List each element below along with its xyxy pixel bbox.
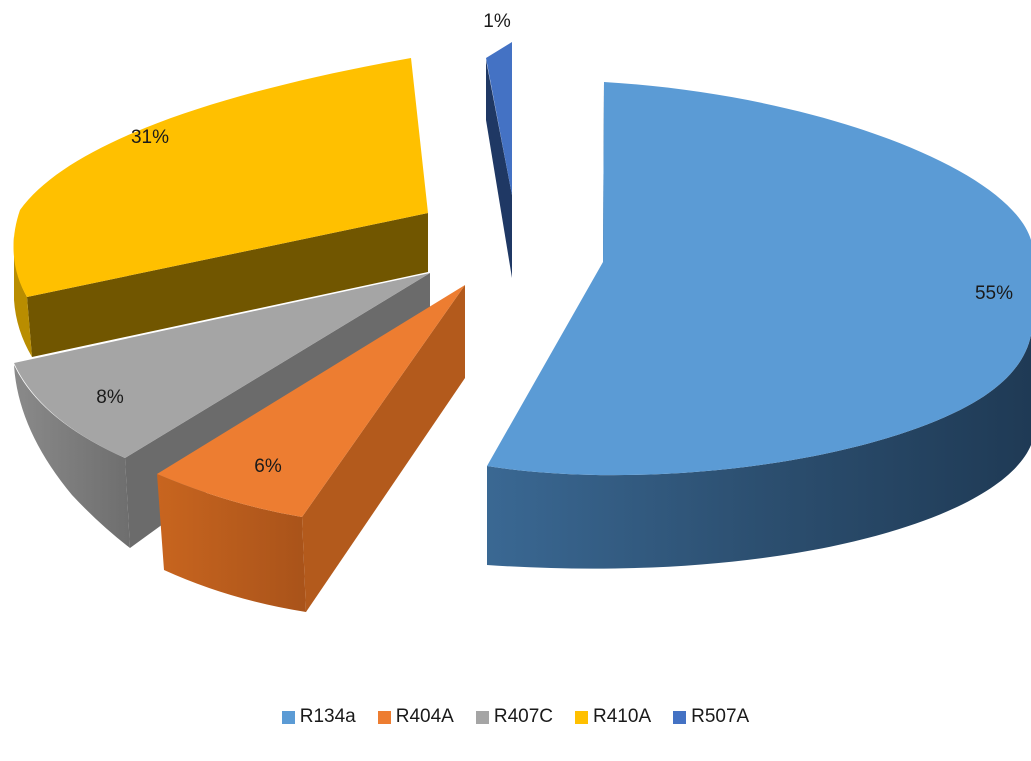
data-label-r410a: 31%: [131, 127, 169, 148]
legend-label-r134a: R134a: [299, 706, 356, 727]
data-label-r507a: 1%: [483, 11, 511, 32]
data-label-r404a: 6%: [254, 456, 282, 477]
legend-item-r407c: R407C: [475, 706, 554, 728]
legend-swatch-r407c: [475, 710, 489, 724]
slice-r404a: [157, 285, 465, 612]
slice-r404a-side-inner: [302, 285, 465, 612]
data-label-r407c: 8%: [96, 387, 124, 408]
slice-r410a: [13, 58, 429, 357]
slice-r407c-side: [14, 365, 130, 548]
legend-label-r404a: R404A: [395, 706, 454, 727]
slice-r410a-side-left: [13, 236, 32, 357]
legend-swatch-r507a: [673, 710, 687, 724]
slice-r134a-side: [487, 335, 1031, 569]
legend: R134a R404A R407C R410A R507A: [0, 706, 1031, 728]
slice-r407c-top: [14, 273, 430, 458]
slice-r404a-side: [157, 474, 306, 612]
legend-item-r404a: R404A: [377, 706, 454, 728]
legend-swatch-r134a: [281, 710, 295, 724]
data-label-r134a: 55%: [975, 283, 1013, 304]
slice-r410a-top: [13, 58, 429, 297]
legend-item-r410a: R410A: [575, 706, 651, 728]
slice-r410a-side: [27, 213, 428, 357]
slice-r134a-top: [487, 82, 1031, 476]
legend-label-r407c: R407C: [493, 706, 554, 727]
legend-swatch-r404a: [377, 710, 391, 724]
slice-r507a-side: [486, 60, 512, 278]
legend-swatch-r410a: [575, 710, 589, 724]
slice-r507a: [486, 42, 512, 278]
legend-label-r410a: R410A: [593, 706, 652, 727]
slice-r507a-top: [486, 42, 512, 195]
legend-label-r507a: R507A: [691, 706, 750, 727]
slice-r134a: [487, 82, 1031, 569]
slice-r404a-top: [157, 285, 465, 517]
legend-item-r134a: R134a: [281, 706, 356, 728]
legend-item-r507a: R507A: [673, 706, 749, 728]
